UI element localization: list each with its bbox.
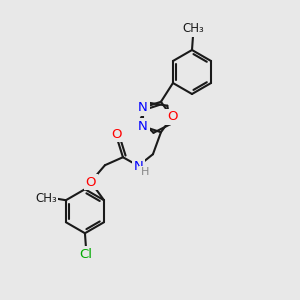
Text: N: N (138, 120, 148, 133)
Text: O: O (167, 110, 177, 124)
Text: N: N (138, 101, 148, 114)
Text: Cl: Cl (80, 248, 92, 261)
Text: O: O (112, 128, 122, 141)
Text: CH₃: CH₃ (182, 22, 204, 35)
Text: CH₃: CH₃ (35, 192, 57, 205)
Text: H: H (141, 167, 149, 177)
Text: N: N (134, 160, 144, 173)
Text: O: O (86, 176, 96, 189)
